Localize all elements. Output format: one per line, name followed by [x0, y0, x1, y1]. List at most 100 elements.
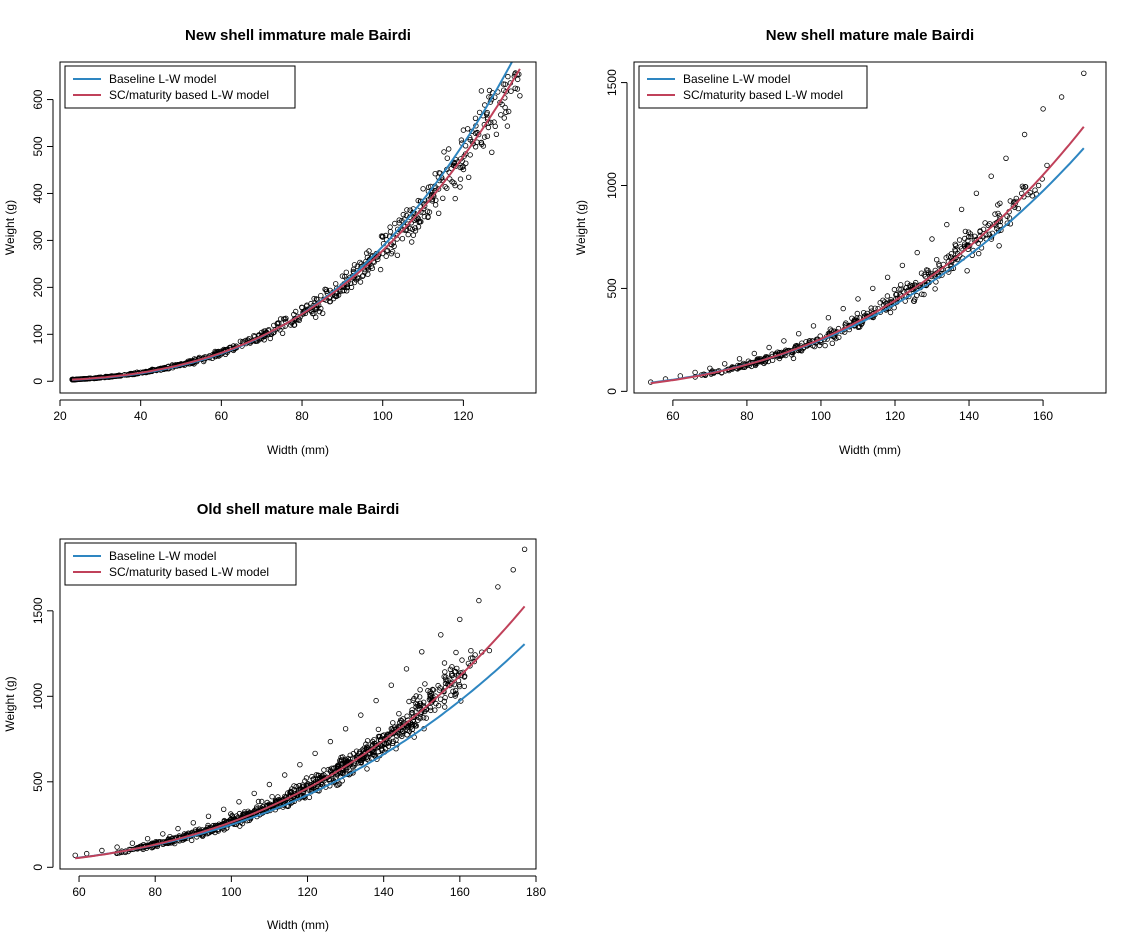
- data-point: [1013, 195, 1019, 202]
- data-point: [237, 823, 243, 829]
- data-point: [384, 248, 390, 254]
- data-point: [314, 776, 321, 782]
- data-point: [344, 288, 350, 294]
- data-point: [114, 844, 120, 850]
- data-point: [939, 272, 945, 278]
- data-point: [467, 152, 473, 158]
- data-point: [303, 775, 310, 781]
- data-point: [364, 766, 370, 772]
- data-point: [410, 209, 416, 216]
- data-point: [479, 141, 485, 147]
- data-point: [925, 267, 931, 274]
- data-point: [333, 281, 339, 287]
- data-point: [436, 210, 442, 216]
- data-point: [1007, 198, 1013, 204]
- data-point: [459, 657, 465, 663]
- data-point: [468, 655, 474, 661]
- legend-label: Baseline L-W model: [109, 549, 216, 563]
- data-point: [508, 88, 514, 94]
- data-point: [357, 279, 364, 285]
- data-point: [316, 772, 322, 779]
- data-point: [868, 305, 874, 311]
- data-point: [449, 664, 455, 670]
- data-point: [492, 123, 498, 129]
- data-point: [347, 770, 354, 777]
- data-point: [387, 224, 393, 230]
- data-point: [450, 162, 456, 168]
- data-point: [279, 330, 286, 336]
- data-point: [327, 298, 334, 305]
- data-point: [452, 668, 459, 675]
- data-point: [423, 715, 429, 721]
- data-point: [918, 270, 925, 276]
- data-point: [956, 237, 963, 243]
- x-tick-label: 80: [149, 885, 163, 899]
- data-point: [409, 239, 415, 245]
- data-point: [311, 295, 317, 302]
- x-tick-label: 100: [811, 409, 831, 423]
- data-point: [1019, 183, 1026, 189]
- data-point: [251, 790, 257, 797]
- data-point: [512, 85, 518, 91]
- data-point: [220, 806, 227, 812]
- data-point: [363, 250, 370, 256]
- x-tick-label: 60: [666, 409, 680, 423]
- data-point: [452, 687, 459, 694]
- data-point: [417, 218, 423, 225]
- data-point: [1015, 205, 1021, 212]
- data-point: [934, 257, 940, 263]
- data-point: [400, 728, 406, 735]
- data-point: [348, 280, 354, 286]
- data-point: [188, 837, 195, 844]
- data-point: [319, 777, 326, 783]
- y-tick-label: 100: [31, 324, 45, 344]
- y-axis-label: Weight (g): [3, 676, 17, 731]
- data-point: [1021, 131, 1028, 138]
- data-point: [355, 760, 362, 766]
- data-point: [486, 647, 493, 654]
- x-tick-label: 80: [295, 409, 309, 423]
- data-point: [460, 163, 466, 170]
- data-point: [309, 773, 315, 780]
- data-point: [427, 693, 434, 699]
- y-tick-label: 1000: [605, 172, 619, 199]
- plot-frame: [59, 61, 537, 394]
- legend-label: SC/maturity based L-W model: [683, 88, 843, 102]
- data-point: [409, 707, 415, 713]
- data-point: [521, 546, 528, 552]
- data-point: [422, 681, 428, 687]
- y-axis-label: Weight (g): [574, 200, 588, 255]
- data-point: [919, 291, 925, 297]
- data-point: [1058, 94, 1065, 100]
- data-point: [948, 265, 955, 272]
- data-point: [443, 674, 449, 680]
- data-point: [446, 146, 452, 152]
- data-point: [327, 738, 334, 745]
- legend-label: Baseline L-W model: [683, 72, 790, 86]
- data-point: [297, 762, 303, 768]
- data-point: [358, 712, 364, 718]
- data-point: [404, 713, 410, 719]
- data-point: [505, 73, 511, 80]
- data-point: [388, 682, 394, 688]
- data-point: [870, 285, 876, 292]
- data-point: [484, 133, 491, 139]
- data-point: [383, 232, 389, 239]
- data-point: [389, 248, 396, 255]
- legend-label: Baseline L-W model: [109, 72, 216, 86]
- data-point: [833, 335, 839, 342]
- data-point: [466, 174, 472, 180]
- data-point: [486, 94, 492, 100]
- x-tick-label: 160: [450, 885, 470, 899]
- y-tick-label: 500: [31, 136, 45, 156]
- data-point: [344, 284, 350, 291]
- data-point: [419, 649, 425, 655]
- data-point: [478, 88, 485, 94]
- data-point: [413, 693, 419, 699]
- y-tick-label: 1000: [31, 683, 45, 710]
- data-point: [945, 253, 952, 259]
- data-point: [376, 251, 382, 257]
- data-point: [385, 743, 392, 749]
- y-tick-label: 0: [31, 378, 45, 385]
- data-point: [982, 220, 988, 226]
